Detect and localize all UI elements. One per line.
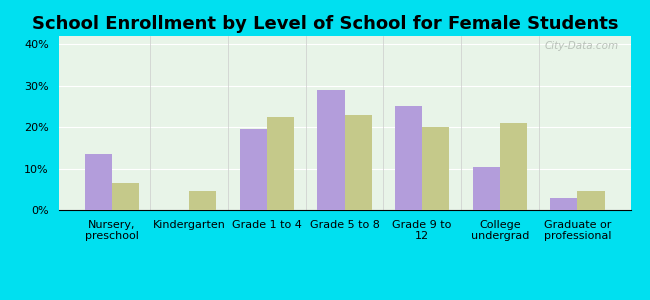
Text: School Enrollment by Level of School for Female Students: School Enrollment by Level of School for… [32,15,618,33]
Bar [344,115,372,210]
Bar [317,90,344,210]
Bar [422,127,449,210]
Bar [267,117,294,210]
Bar [240,129,267,210]
Bar [84,154,112,210]
Bar [577,191,605,210]
Bar [112,183,139,210]
Bar [473,167,500,210]
Bar [500,123,527,210]
Bar [189,191,216,210]
Bar [550,198,577,210]
Bar [395,106,422,210]
Text: City-Data.com: City-Data.com [545,41,619,51]
